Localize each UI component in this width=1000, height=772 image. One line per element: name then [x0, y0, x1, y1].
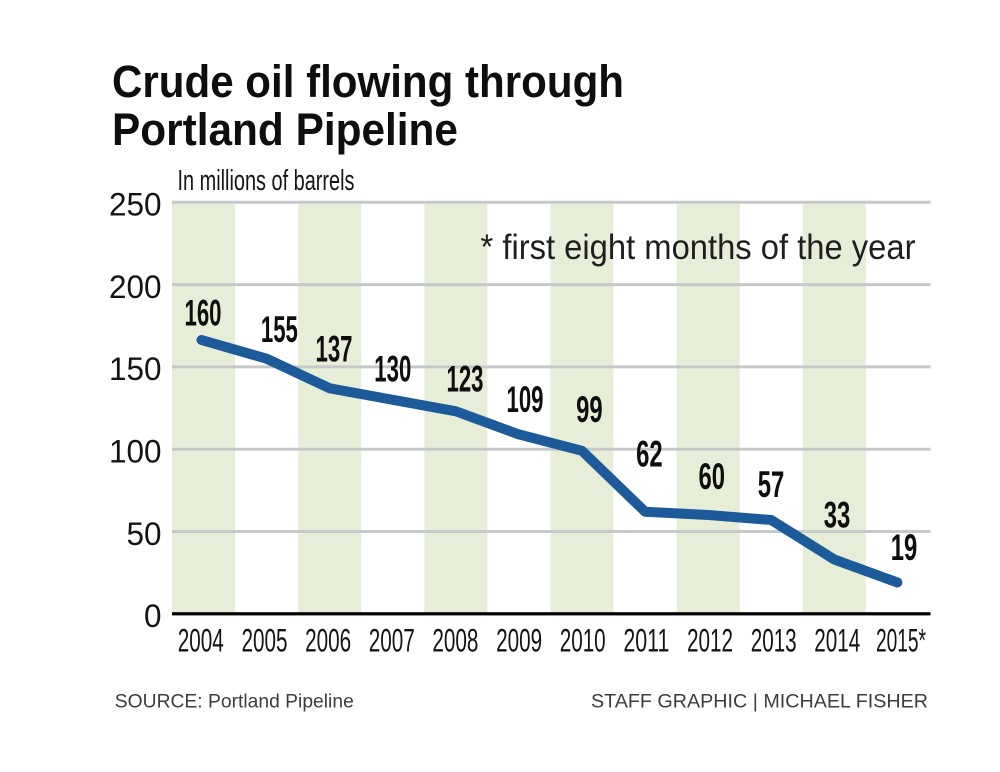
svg-text:123: 123: [447, 359, 484, 400]
svg-text:SOURCE: Portland Pipeline: SOURCE: Portland Pipeline: [115, 691, 354, 712]
svg-text:155: 155: [261, 309, 298, 350]
svg-text:2005: 2005: [242, 623, 288, 659]
svg-text:33: 33: [824, 495, 851, 536]
svg-text:99: 99: [576, 389, 603, 430]
svg-text:2013: 2013: [751, 623, 797, 659]
svg-text:2009: 2009: [496, 623, 542, 659]
svg-text:2004: 2004: [178, 623, 224, 659]
svg-text:0: 0: [144, 598, 162, 634]
svg-text:2006: 2006: [305, 623, 351, 659]
svg-text:* first eight months of the ye: * first eight months of the year: [481, 228, 916, 267]
svg-text:200: 200: [109, 269, 162, 305]
svg-text:2014: 2014: [814, 623, 860, 659]
svg-text:62: 62: [636, 434, 663, 475]
svg-text:STAFF GRAPHIC | MICHAEL FISHER: STAFF GRAPHIC | MICHAEL FISHER: [591, 691, 928, 712]
svg-text:2015*: 2015*: [876, 623, 926, 659]
svg-text:160: 160: [185, 293, 222, 334]
svg-text:250: 250: [109, 187, 162, 223]
svg-text:2011: 2011: [623, 623, 669, 659]
svg-text:Crude oil flowing through: Crude oil flowing through: [112, 56, 624, 107]
svg-text:Portland Pipeline: Portland Pipeline: [112, 104, 458, 155]
svg-text:100: 100: [109, 434, 162, 470]
svg-text:57: 57: [758, 464, 785, 505]
svg-text:137: 137: [316, 329, 353, 370]
svg-text:60: 60: [699, 456, 726, 497]
svg-text:In millions of barrels: In millions of barrels: [178, 165, 355, 197]
svg-text:150: 150: [109, 351, 162, 387]
svg-text:19: 19: [891, 527, 918, 568]
svg-text:2007: 2007: [369, 623, 415, 659]
svg-text:109: 109: [507, 379, 544, 420]
svg-text:2008: 2008: [432, 623, 478, 659]
svg-text:2010: 2010: [560, 623, 606, 659]
svg-text:130: 130: [374, 348, 411, 389]
svg-text:50: 50: [127, 516, 162, 552]
svg-text:2012: 2012: [687, 623, 733, 659]
